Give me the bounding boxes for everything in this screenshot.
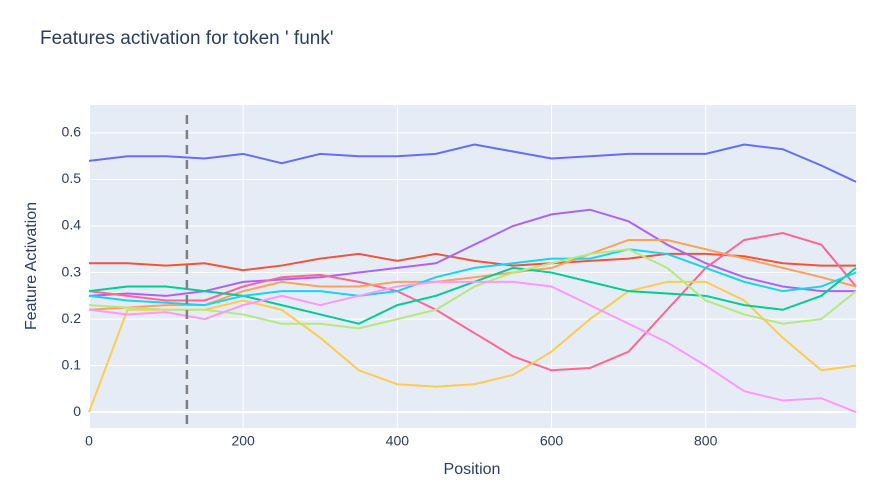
series-line — [88, 231, 857, 372]
y-axis-title: Feature Activation — [23, 202, 40, 330]
x-axis-title: Position — [444, 461, 501, 478]
y-tick-label: 0.1 — [62, 356, 82, 372]
series-line — [88, 248, 857, 330]
plot-area — [89, 105, 856, 428]
y-tick-label: 0.6 — [62, 124, 82, 140]
series-line — [88, 238, 857, 311]
y-tick-label: 0.3 — [62, 263, 82, 279]
y-tick-label: 0.4 — [62, 217, 82, 233]
series-line — [88, 280, 857, 414]
x-tick-label: 600 — [540, 433, 564, 449]
series-line — [88, 280, 857, 413]
series-line — [88, 143, 857, 183]
series-line — [88, 248, 857, 307]
y-tick-label: 0.5 — [62, 170, 82, 186]
x-tick-label: 0 — [85, 433, 93, 449]
x-tick-label: 800 — [694, 433, 718, 449]
chart-title: Features activation for token ' funk' — [40, 28, 333, 49]
series-line — [88, 208, 856, 297]
y-tick-label: 0 — [73, 403, 81, 419]
x-tick-label: 200 — [231, 433, 255, 449]
x-tick-label: 400 — [386, 433, 410, 449]
y-tick-label: 0.2 — [62, 310, 82, 326]
